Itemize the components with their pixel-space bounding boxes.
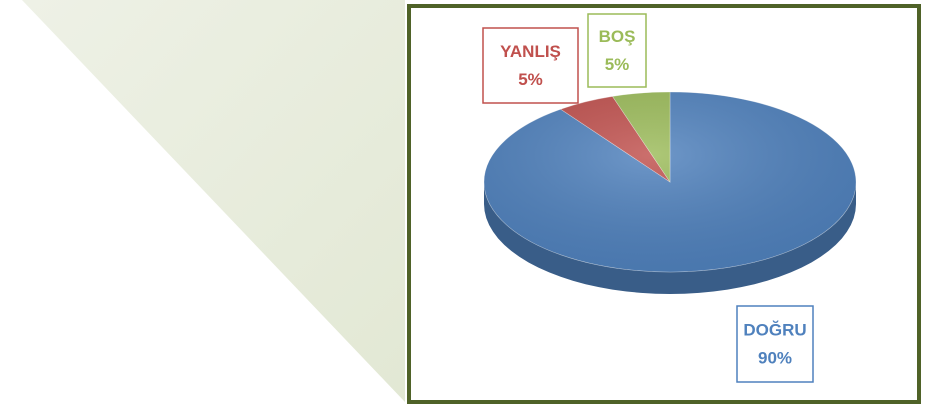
category-label: YANLIŞ [500,42,561,61]
label-box [736,305,814,383]
value-label: 90% [758,348,792,367]
category-label: DOĞRU [743,320,806,339]
label-box [587,13,647,88]
label-box [482,27,579,104]
background-triangle [22,0,405,402]
category-label: BOŞ [599,27,636,46]
value-label: 5% [605,55,630,74]
pie [483,91,857,294]
value-label: 5% [518,70,543,89]
labels: DOĞRU 90% YANLIŞ 5% BOŞ 5% [482,13,814,383]
